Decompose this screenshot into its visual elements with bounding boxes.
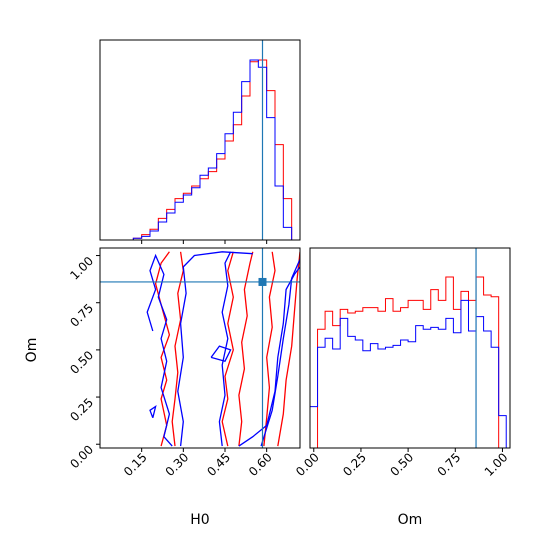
- joint-x-ticks: 0.15 0.30 0.45 0.60: [121, 448, 275, 479]
- joint-x-tick-label: 0.15: [121, 450, 150, 479]
- joint-contour-blue: [149, 405, 157, 419]
- joint-contour-blue: [146, 253, 173, 447]
- joint-contours-blue: [146, 251, 300, 447]
- joint-contour-red: [154, 251, 171, 447]
- om-x-tick-label: 0.75: [435, 450, 464, 479]
- om-histogram-blue: [309, 299, 507, 448]
- om-x-ticks: 0.00 0.25 0.50 0.75 1.00: [293, 448, 511, 479]
- h0-histogram-panel: [99, 39, 301, 244]
- om-histogram-blue-step: [309, 299, 507, 448]
- om-x-tick-label: 1.00: [482, 450, 511, 479]
- joint-y-tick-label: 0.75: [67, 301, 96, 330]
- om-histogram-red: [310, 276, 507, 449]
- joint-contour-red: [263, 251, 276, 447]
- joint-y-tick-label: 0.50: [67, 348, 96, 377]
- joint-contour-panel: 0.15 0.30 0.45 0.60 0.00 0.25 0.50 0.75 1.00 H0…: [24, 247, 301, 528]
- joint-x-tick-label: 0.30: [163, 450, 192, 479]
- joint-contours-red: [154, 251, 300, 447]
- joint-x-tick-label: 0.60: [246, 450, 275, 479]
- joint-contour-red: [171, 251, 184, 447]
- joint-contour-red: [277, 251, 300, 447]
- joint-contour-blue: [210, 345, 232, 362]
- x-axis-label-h0: H0: [190, 512, 209, 528]
- joint-truth-marker: [258, 277, 267, 286]
- joint-contour-red: [238, 251, 254, 447]
- joint-y-ticks: 0.00 0.25 0.50 0.75 1.00: [67, 254, 100, 471]
- h0-histogram-blue-step: [100, 59, 300, 241]
- joint-y-tick-label: 1.00: [67, 254, 96, 283]
- om-x-tick-label: 0.25: [340, 450, 369, 479]
- joint-contour-blue: [218, 251, 232, 447]
- x-axis-label-om: Om: [398, 512, 423, 528]
- h0-histogram-red: [100, 59, 300, 241]
- y-axis-label-om: Om: [24, 338, 40, 363]
- om-x-tick-label: 0.00: [293, 450, 322, 479]
- joint-contour-red: [221, 251, 234, 447]
- h0-histogram-ticks: [141, 240, 268, 244]
- om-histogram-red-step: [310, 276, 507, 449]
- joint-contour-blue: [177, 251, 253, 447]
- h0-histogram-frame: [99, 39, 301, 241]
- joint-contour-blue: [260, 259, 300, 447]
- h0-histogram-blue: [100, 59, 300, 241]
- om-histogram-panel: 0.00 0.25 0.50 0.75 1.00 Om: [293, 247, 511, 528]
- joint-x-tick-label: 0.45: [204, 450, 233, 479]
- om-x-tick-label: 0.50: [387, 450, 416, 479]
- om-histogram-frame: [309, 247, 511, 449]
- h0-histogram-red-step: [100, 59, 300, 241]
- joint-frame: [99, 247, 301, 449]
- joint-y-tick-label: 0.25: [67, 395, 96, 424]
- joint-y-tick-label: 0.00: [67, 442, 96, 471]
